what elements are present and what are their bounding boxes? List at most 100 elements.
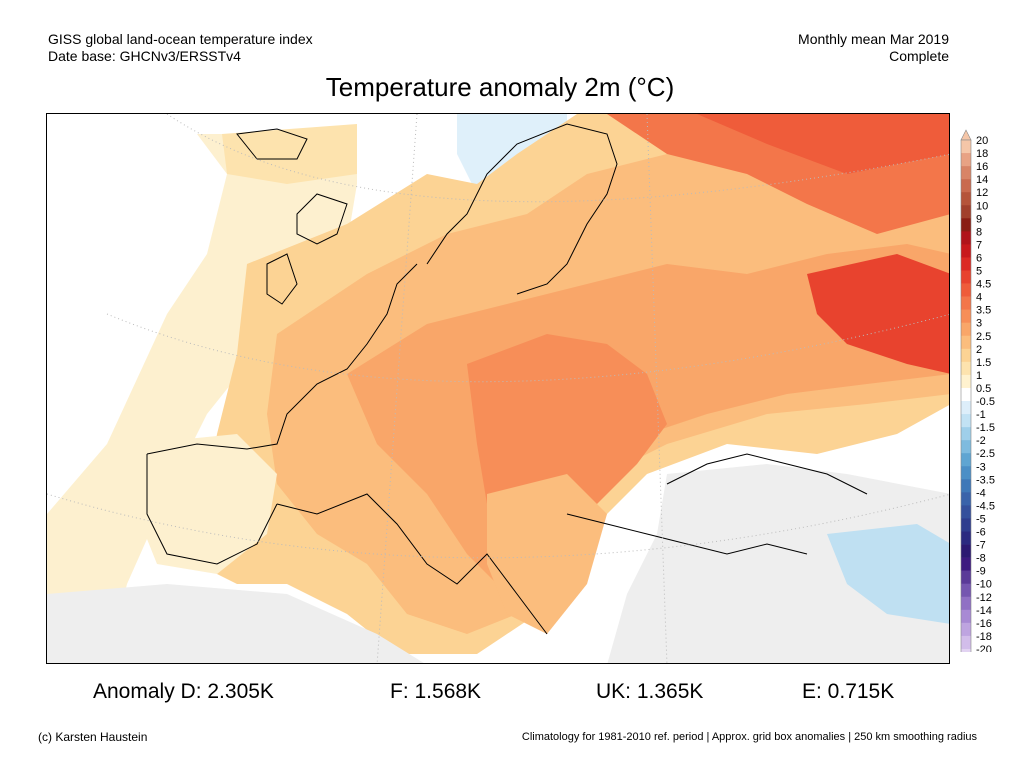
legend-label: 1 [976, 370, 982, 382]
legend-swatch [961, 453, 971, 467]
legend-swatch [961, 322, 971, 337]
legend-label: 3 [976, 318, 982, 330]
legend-label: 4 [976, 292, 982, 304]
legend-swatch [961, 140, 971, 154]
coastlines [146, 123, 868, 635]
missing-data-region-africa [47, 584, 424, 663]
legend-swatch [961, 205, 971, 219]
legend-swatch [961, 283, 971, 297]
legend-swatch [961, 244, 971, 258]
legend-label: 20 [976, 135, 988, 147]
legend-label: -3.5 [976, 474, 995, 486]
color-legend: 20 18 16 14 12 10 9 8 7 6 5 4.5 4 3.5 3 2.5 2 1.5 1 0.5 -0.5… [958, 128, 1024, 673]
legend-label: -6 [976, 527, 986, 539]
legend-label: -3 [976, 461, 986, 473]
header-data-base: Date base: GHCNv3/ERSSTv4 [48, 48, 241, 64]
legend-swatch [961, 648, 971, 663]
legend-label: 6 [976, 252, 982, 264]
legend-label: -4.5 [976, 500, 995, 512]
footer-copyright: (c) Karsten Haustein [38, 730, 148, 744]
missing-data-region-east [607, 464, 949, 663]
legend-label: -1 [976, 409, 986, 421]
legend-swatch [961, 166, 971, 180]
legend-label: 4.5 [976, 279, 991, 291]
anomaly-map-canvas [47, 114, 949, 663]
legend-swatch [961, 348, 971, 363]
legend-label: 18 [976, 148, 988, 160]
legend-label: -20 [976, 644, 992, 652]
header-status: Complete [889, 48, 949, 64]
legend-swatch [961, 596, 971, 611]
legend-swatch [961, 440, 971, 454]
legend-swatch [961, 192, 971, 206]
legend-label: -2 [976, 435, 986, 447]
legend-label: 2.5 [976, 331, 991, 343]
header-dataset-title: GISS global land-ocean temperature index [48, 31, 313, 47]
hot-region-arctic [697, 114, 949, 174]
legend-label: 14 [976, 174, 988, 186]
legend-label: 8 [976, 226, 982, 238]
legend-label: -16 [976, 618, 992, 630]
legend-label: 16 [976, 161, 988, 173]
anomaly-map [46, 113, 950, 664]
legend-label: 3.5 [976, 305, 991, 317]
legend-swatch [961, 466, 971, 480]
legend-label: -14 [976, 605, 992, 617]
legend-label: -18 [976, 631, 992, 643]
legend-swatch [961, 492, 971, 506]
legend-swatch [961, 609, 971, 624]
legend-label: 12 [976, 187, 988, 199]
legend-label: -2.5 [976, 448, 995, 460]
cold-patch-middle-east [827, 524, 949, 624]
legend-label: 5 [976, 266, 982, 278]
legend-swatch [961, 531, 971, 545]
legend-swatch [961, 518, 971, 532]
legend-swatch [961, 583, 971, 598]
legend-label: -9 [976, 566, 986, 578]
legend-swatch [961, 414, 971, 428]
legend-swatch [961, 622, 971, 637]
legend-swatch [961, 479, 971, 493]
legend-swatch [961, 257, 971, 271]
legend-swatch [961, 335, 971, 350]
legend-swatch [961, 179, 971, 193]
legend-label: -7 [976, 540, 986, 552]
legend-label: 0.5 [976, 383, 991, 395]
legend-swatch [961, 635, 971, 650]
legend-swatch [961, 231, 971, 245]
legend-label: -12 [976, 592, 992, 604]
legend-swatch [961, 309, 971, 323]
footer-notes: Climatology for 1981-2010 ref. period | … [521, 731, 977, 743]
legend-label: -10 [976, 579, 992, 591]
legend-swatch [961, 544, 971, 558]
legend-label: 7 [976, 239, 982, 251]
legend-label: -1.5 [976, 422, 995, 434]
legend-swatch [961, 374, 971, 389]
legend-label: -4 [976, 487, 986, 499]
stat-uk: UK: 1.365K [596, 680, 704, 703]
legend-swatch [961, 270, 971, 284]
legend-label: -0.5 [976, 396, 995, 408]
legend-swatch [961, 218, 971, 232]
stat-anomaly-d: Anomaly D: 2.305K [93, 680, 274, 703]
legend-swatch [961, 570, 971, 584]
legend-label: 9 [976, 213, 982, 225]
stat-f: F: 1.568K [390, 680, 482, 703]
iceland-patch [222, 124, 357, 184]
legend-label: 2 [976, 344, 982, 356]
legend-arrow-top [960, 129, 972, 141]
graticule [47, 114, 949, 663]
map-title: Temperature anomaly 2m (°C) [325, 72, 675, 102]
legend-swatch [961, 361, 971, 376]
hot-region-volga [807, 254, 949, 374]
legend-swatch [961, 505, 971, 519]
legend-swatch [961, 401, 971, 415]
stat-e: E: 0.715K [802, 680, 895, 703]
legend-label: -8 [976, 553, 986, 565]
legend-swatch [961, 387, 971, 402]
header-period: Monthly mean Mar 2019 [798, 31, 949, 47]
legend-swatch [961, 557, 971, 571]
legend-label: 10 [976, 200, 988, 212]
legend-swatch [961, 153, 971, 167]
